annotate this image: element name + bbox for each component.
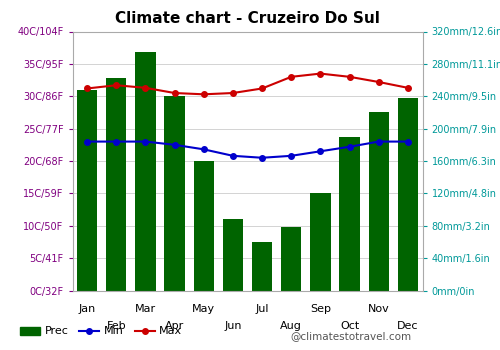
Bar: [164, 96, 185, 290]
Text: Sep: Sep: [310, 304, 331, 314]
Text: @climatestotravel.com: @climatestotravel.com: [290, 331, 411, 341]
Bar: [310, 193, 330, 290]
Bar: [252, 242, 272, 290]
Text: Jan: Jan: [78, 304, 96, 314]
Legend: Prec, Min, Max: Prec, Min, Max: [16, 322, 187, 341]
Text: Jul: Jul: [256, 304, 269, 314]
Text: Apr: Apr: [165, 321, 184, 331]
Text: Nov: Nov: [368, 304, 390, 314]
Bar: [368, 112, 389, 290]
Text: Aug: Aug: [280, 321, 302, 331]
Text: Feb: Feb: [106, 321, 126, 331]
Bar: [222, 219, 243, 290]
Bar: [135, 52, 156, 290]
Title: Climate chart - Cruzeiro Do Sul: Climate chart - Cruzeiro Do Sul: [115, 11, 380, 26]
Bar: [281, 228, 301, 290]
Text: Jun: Jun: [224, 321, 242, 331]
Text: Dec: Dec: [397, 321, 418, 331]
Text: Oct: Oct: [340, 321, 359, 331]
Bar: [398, 98, 418, 290]
Bar: [77, 90, 98, 290]
Text: Mar: Mar: [135, 304, 156, 314]
Bar: [106, 78, 126, 290]
Bar: [194, 161, 214, 290]
Bar: [340, 137, 360, 290]
Text: May: May: [192, 304, 216, 314]
